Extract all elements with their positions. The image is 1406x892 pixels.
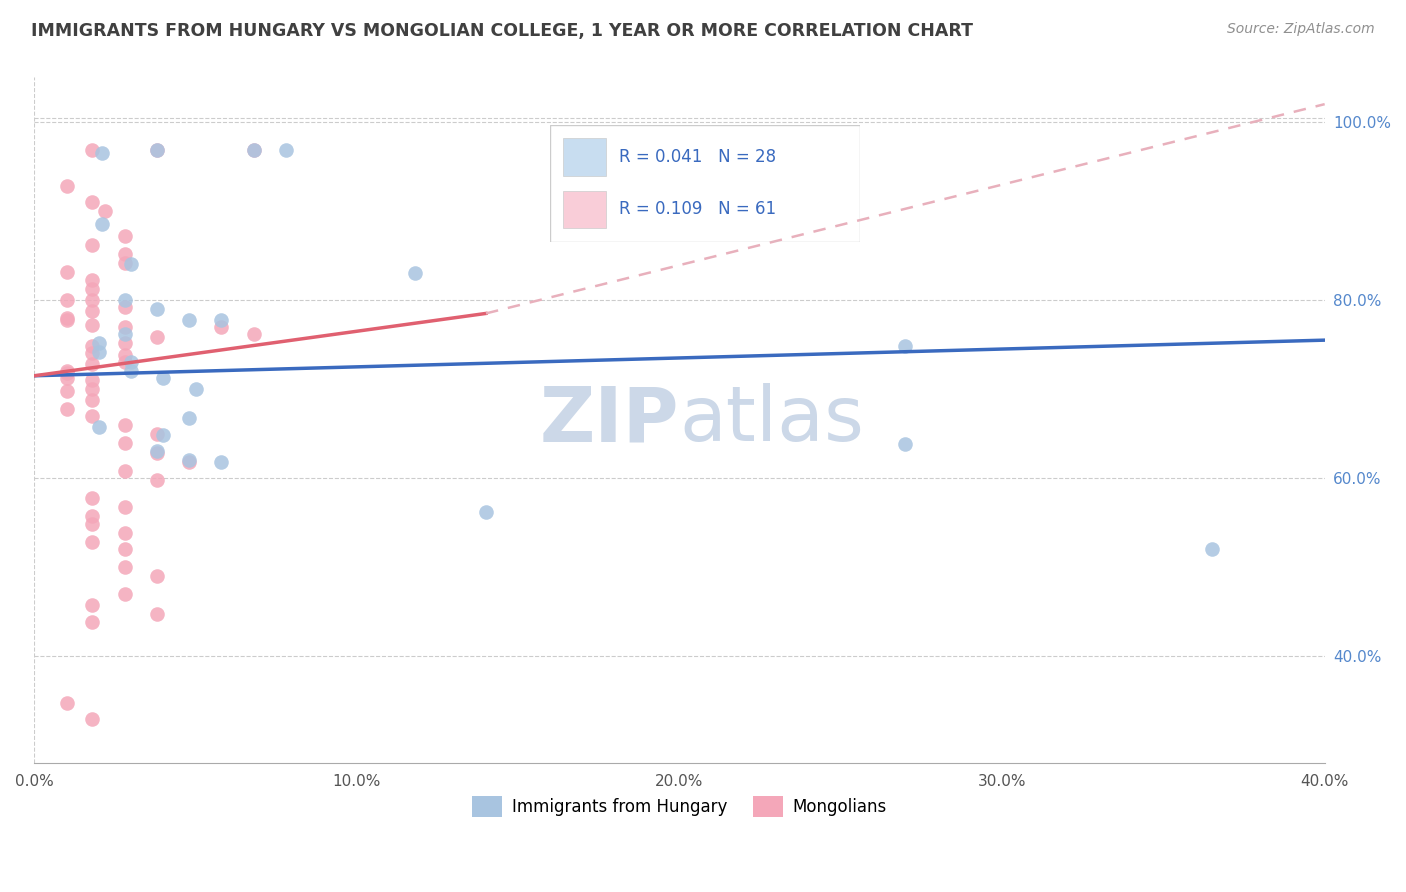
- Point: [1201, 542, 1223, 557]
- Point: [114, 500, 136, 514]
- Point: [114, 293, 136, 307]
- Point: [120, 257, 142, 271]
- Point: [114, 335, 136, 350]
- Point: [82, 382, 104, 396]
- Point: [179, 312, 201, 326]
- Point: [82, 318, 104, 332]
- Point: [82, 409, 104, 423]
- Point: [82, 293, 104, 307]
- Point: [404, 266, 426, 280]
- Point: [152, 428, 174, 442]
- Point: [82, 712, 104, 726]
- Point: [82, 238, 104, 252]
- Point: [114, 464, 136, 478]
- Point: [114, 229, 136, 244]
- Point: [55, 312, 77, 326]
- Point: [211, 455, 233, 469]
- Point: [82, 392, 104, 407]
- Point: [114, 435, 136, 450]
- Text: IMMIGRANTS FROM HUNGARY VS MONGOLIAN COLLEGE, 1 YEAR OR MORE CORRELATION CHART: IMMIGRANTS FROM HUNGARY VS MONGOLIAN COL…: [31, 22, 973, 40]
- Point: [894, 339, 917, 353]
- Point: [274, 144, 297, 158]
- Point: [114, 542, 136, 557]
- Point: [82, 339, 104, 353]
- Point: [55, 401, 77, 416]
- Point: [211, 319, 233, 334]
- Point: [82, 273, 104, 287]
- Point: [82, 535, 104, 549]
- Point: [120, 355, 142, 369]
- Point: [114, 326, 136, 341]
- Point: [94, 204, 117, 219]
- Point: [87, 335, 110, 350]
- Point: [55, 293, 77, 307]
- Point: [55, 696, 77, 710]
- Point: [242, 326, 264, 341]
- Point: [55, 264, 77, 278]
- Point: [82, 508, 104, 523]
- Point: [82, 303, 104, 318]
- Point: [114, 300, 136, 314]
- Point: [242, 144, 264, 158]
- Point: [55, 366, 77, 380]
- Text: ZIP: ZIP: [540, 384, 679, 458]
- Point: [82, 615, 104, 630]
- Point: [114, 348, 136, 362]
- Point: [146, 444, 169, 458]
- Point: [82, 144, 104, 158]
- Point: [82, 357, 104, 371]
- Point: [146, 569, 169, 583]
- Point: [82, 195, 104, 210]
- Point: [146, 446, 169, 460]
- Point: [242, 144, 264, 158]
- Point: [55, 179, 77, 194]
- Point: [87, 419, 110, 434]
- Point: [211, 312, 233, 326]
- Point: [82, 598, 104, 612]
- Point: [146, 301, 169, 316]
- Point: [146, 426, 169, 441]
- Point: [146, 330, 169, 344]
- Point: [82, 282, 104, 296]
- Legend: Immigrants from Hungary, Mongolians: Immigrants from Hungary, Mongolians: [465, 789, 893, 823]
- Point: [152, 371, 174, 385]
- Point: [82, 491, 104, 505]
- Point: [146, 144, 169, 158]
- Point: [114, 526, 136, 541]
- Point: [114, 560, 136, 574]
- Point: [146, 144, 169, 158]
- Point: [114, 355, 136, 369]
- Point: [55, 384, 77, 398]
- Point: [55, 371, 77, 385]
- Point: [114, 246, 136, 260]
- Point: [82, 346, 104, 360]
- Point: [114, 255, 136, 269]
- Point: [146, 473, 169, 487]
- Point: [82, 373, 104, 387]
- Point: [179, 455, 201, 469]
- Point: [55, 364, 77, 378]
- Point: [114, 587, 136, 601]
- Point: [91, 146, 114, 161]
- Point: [475, 505, 498, 519]
- Point: [179, 453, 201, 467]
- Point: [184, 382, 207, 396]
- Point: [114, 319, 136, 334]
- Text: atlas: atlas: [679, 384, 865, 458]
- Point: [87, 344, 110, 359]
- Point: [82, 517, 104, 532]
- Point: [120, 364, 142, 378]
- Point: [91, 218, 114, 232]
- Point: [55, 310, 77, 325]
- Point: [146, 607, 169, 621]
- Point: [114, 417, 136, 432]
- Point: [179, 410, 201, 425]
- Text: Source: ZipAtlas.com: Source: ZipAtlas.com: [1227, 22, 1375, 37]
- Point: [894, 437, 917, 451]
